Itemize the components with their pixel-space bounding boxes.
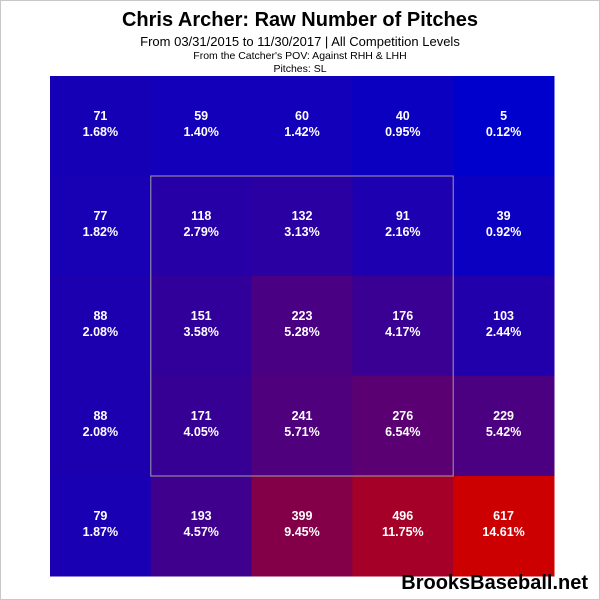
cell-percent-label: 2.44% bbox=[486, 325, 521, 339]
cell-count-label: 132 bbox=[292, 209, 313, 223]
cell-percent-label: 9.45% bbox=[284, 525, 319, 539]
cell-count-label: 118 bbox=[191, 209, 211, 223]
heatmap-cell-r0-c1 bbox=[150, 76, 253, 177]
cell-count-label: 91 bbox=[396, 209, 410, 223]
cell-count-label: 79 bbox=[93, 509, 107, 523]
heatmap-cell-r3-c4 bbox=[453, 376, 555, 477]
chart-subtitle: From 03/31/2015 to 11/30/2017 | All Comp… bbox=[140, 34, 460, 49]
cell-percent-label: 3.58% bbox=[183, 325, 218, 339]
cell-percent-label: 4.57% bbox=[183, 525, 218, 539]
cell-count-label: 88 bbox=[93, 309, 107, 323]
cell-percent-label: 1.82% bbox=[83, 225, 118, 239]
cell-percent-label: 0.95% bbox=[385, 125, 420, 139]
cell-count-label: 617 bbox=[493, 509, 514, 523]
cell-percent-label: 3.13% bbox=[284, 225, 319, 239]
cell-count-label: 276 bbox=[392, 409, 413, 423]
cell-count-label: 88 bbox=[93, 409, 107, 423]
pov-note: From the Catcher's POV: Against RHH & LH… bbox=[193, 50, 407, 62]
cell-count-label: 40 bbox=[396, 109, 410, 123]
heatmap-cell-r2-c1 bbox=[150, 276, 253, 377]
heatmap-cell-r4-c2 bbox=[251, 476, 353, 577]
strike-zone-outline bbox=[150, 175, 454, 477]
cell-percent-label: 0.12% bbox=[486, 125, 521, 139]
cell-count-label: 171 bbox=[191, 409, 212, 423]
heatmap-cell-r4-c0 bbox=[50, 476, 152, 577]
heatmap-cell-r2-c3 bbox=[352, 276, 454, 377]
heatmap-cell-r1-c3 bbox=[352, 176, 454, 277]
cell-percent-label: 14.61% bbox=[482, 525, 524, 539]
heatmap-cell-r0-c3 bbox=[352, 76, 454, 177]
heatmap-cell-r3-c2 bbox=[251, 376, 353, 477]
chart-title: Chris Archer: Raw Number of Pitches bbox=[121, 9, 478, 31]
watermark: BrooksBaseball.net bbox=[401, 572, 588, 594]
heatmap-cell-r3-c0 bbox=[50, 376, 152, 477]
cell-count-label: 229 bbox=[493, 409, 514, 423]
cell-count-label: 103 bbox=[493, 309, 514, 323]
heatmap-cell-r0-c2 bbox=[251, 76, 353, 177]
cell-percent-label: 1.87% bbox=[83, 525, 118, 539]
cell-percent-label: 4.05% bbox=[183, 425, 218, 439]
heatmap-cell-r1-c1 bbox=[150, 176, 253, 277]
cell-count-label: 496 bbox=[392, 509, 413, 523]
cell-percent-label: 0.92% bbox=[486, 225, 521, 239]
cell-percent-label: 5.42% bbox=[486, 425, 521, 439]
cell-percent-label: 1.40% bbox=[183, 125, 218, 139]
cell-count-label: 193 bbox=[191, 509, 212, 523]
cell-count-label: 71 bbox=[93, 109, 107, 123]
heatmap-cell-r1-c0 bbox=[50, 176, 152, 277]
heatmap-cell-r3-c3 bbox=[352, 376, 454, 477]
cell-percent-label: 2.79% bbox=[183, 225, 218, 239]
cell-count-label: 176 bbox=[392, 309, 413, 323]
heatmap-cell-r4-c4 bbox=[453, 476, 555, 577]
heatmap-cell-r0-c4 bbox=[453, 76, 555, 177]
cell-percent-label: 5.28% bbox=[284, 325, 319, 339]
cell-percent-label: 2.16% bbox=[385, 225, 420, 239]
cell-count-label: 151 bbox=[191, 309, 212, 323]
cell-percent-label: 2.08% bbox=[83, 425, 118, 439]
cell-count-label: 39 bbox=[497, 209, 511, 223]
cell-percent-label: 2.08% bbox=[83, 325, 118, 339]
cell-count-label: 399 bbox=[292, 509, 313, 523]
heatmap-cell-r0-c0 bbox=[50, 76, 152, 177]
cell-count-label: 223 bbox=[292, 309, 313, 323]
cell-count-label: 241 bbox=[292, 409, 313, 423]
heatmap-cell-r2-c4 bbox=[453, 276, 555, 377]
cell-percent-label: 6.54% bbox=[385, 425, 420, 439]
cell-percent-label: 1.42% bbox=[284, 125, 319, 139]
heatmap-cell-r1-c4 bbox=[453, 176, 555, 277]
heatmap-cell-r1-c2 bbox=[251, 176, 353, 277]
cell-count-label: 77 bbox=[93, 209, 107, 223]
cell-percent-label: 4.17% bbox=[385, 325, 420, 339]
cell-count-label: 60 bbox=[295, 109, 309, 123]
cell-percent-label: 5.71% bbox=[284, 425, 319, 439]
cell-percent-label: 1.68% bbox=[83, 125, 118, 139]
cell-count-label: 59 bbox=[194, 109, 208, 123]
heatmap-cell-r4-c3 bbox=[352, 476, 454, 577]
heatmap-cell-r3-c1 bbox=[150, 376, 253, 477]
pitches-note: Pitches: SL bbox=[273, 63, 327, 75]
cell-count-label: 5 bbox=[500, 109, 507, 123]
heatmap-cell-r4-c1 bbox=[150, 476, 253, 577]
heatmap-cell-r2-c0 bbox=[50, 276, 152, 377]
heatmap-cell-r2-c2 bbox=[251, 276, 353, 377]
cell-percent-label: 11.75% bbox=[382, 525, 424, 539]
